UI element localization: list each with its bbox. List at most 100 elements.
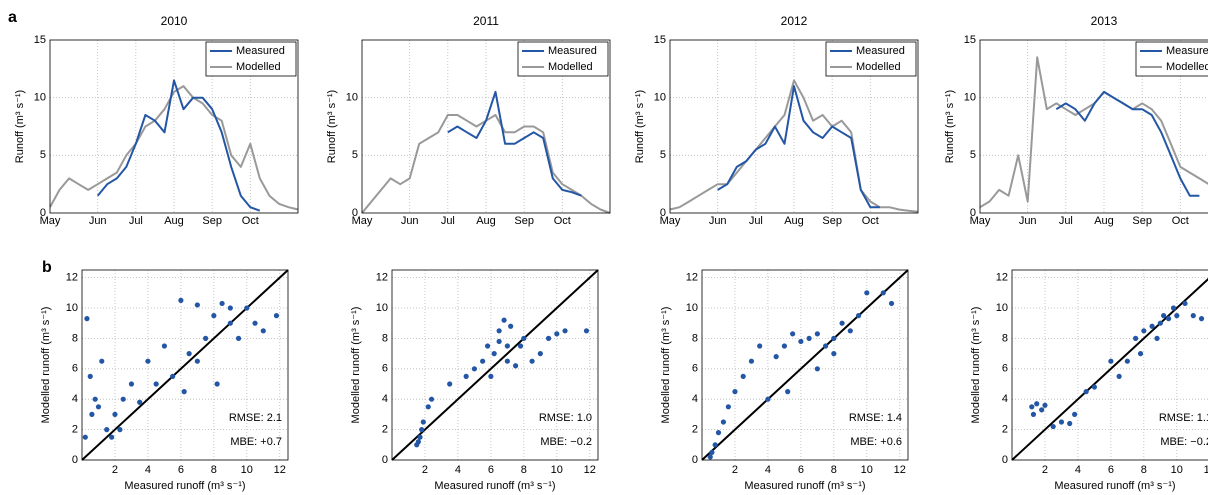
x-tick-label: 2 <box>112 464 118 476</box>
point <box>244 305 250 311</box>
point <box>219 300 225 307</box>
y-axis-label: Runoff (m³ s⁻¹) <box>14 90 26 163</box>
x-tick-label: Jul <box>1059 215 1073 227</box>
point <box>1029 404 1035 410</box>
y-tick-label: 10 <box>34 92 46 104</box>
x-tick-label: 8 <box>521 464 527 476</box>
point <box>95 404 102 410</box>
point <box>260 328 266 334</box>
x-axis-label: Measured runoff (m³ s⁻¹) <box>744 480 865 492</box>
point <box>84 316 90 322</box>
point <box>725 404 731 410</box>
point <box>1050 423 1056 430</box>
legend-label: Measured <box>236 45 285 57</box>
y-tick-label: 10 <box>66 302 78 314</box>
point <box>1072 411 1078 417</box>
x-tick-label: Aug <box>164 215 184 227</box>
x-tick-label: 12 <box>584 464 596 476</box>
y-tick-label: 4 <box>72 393 78 405</box>
point <box>1182 300 1188 307</box>
x-tick-label: Jul <box>749 215 763 227</box>
x-tick-label: 8 <box>1141 464 1147 476</box>
point <box>1124 358 1130 364</box>
x-tick-label: 8 <box>211 464 217 476</box>
point <box>1039 407 1045 413</box>
x-tick-label: 2 <box>732 464 738 476</box>
point <box>87 373 93 379</box>
series-line <box>669 79 919 213</box>
y-tick-label: 0 <box>72 454 78 466</box>
annotation: MBE: −0.2 <box>1160 436 1208 448</box>
point <box>1154 335 1160 341</box>
point <box>181 389 187 395</box>
x-tick-label: Sep <box>202 215 222 227</box>
point <box>1198 316 1205 322</box>
point <box>504 358 510 364</box>
legend-label: Measured <box>1166 45 1208 57</box>
series-line <box>49 85 299 211</box>
y-tick-label: 8 <box>692 332 698 344</box>
point <box>1067 420 1073 427</box>
legend-box <box>517 41 609 77</box>
y-tick-label: 0 <box>692 454 698 466</box>
point <box>831 335 837 341</box>
point <box>1137 351 1144 357</box>
point <box>1034 401 1040 407</box>
x-tick-label: Sep <box>822 215 842 227</box>
x-tick-label: Oct <box>554 215 571 227</box>
x-tick-label: 2 <box>1042 464 1048 476</box>
y-tick-label: 5 <box>352 149 358 161</box>
y-tick-label: 8 <box>1002 332 1008 344</box>
point <box>109 434 115 440</box>
annotation: RMSE: 1.4 <box>849 412 902 424</box>
x-tick-label: May <box>970 215 991 227</box>
point <box>491 351 497 357</box>
y-tick-label: 2 <box>72 424 78 436</box>
x-tick-label: 4 <box>765 464 771 476</box>
x-tick-label: 12 <box>894 464 906 476</box>
point <box>814 331 820 337</box>
x-tick-label: 2 <box>422 464 428 476</box>
point <box>471 366 477 372</box>
x-tick-label: Oct <box>862 215 879 227</box>
point <box>496 338 502 345</box>
y-tick-label: 2 <box>692 424 698 436</box>
point <box>415 439 421 445</box>
chart-title: 2012 <box>781 14 808 28</box>
x-axis-label: Measured runoff (m³ s⁻¹) <box>124 480 245 492</box>
y-tick-label: 10 <box>686 302 698 314</box>
y-tick-label: 12 <box>996 272 1008 284</box>
point <box>170 373 176 379</box>
point <box>855 313 862 319</box>
x-tick-label: 10 <box>1171 464 1183 476</box>
x-tick-label: 6 <box>178 464 184 476</box>
point <box>798 338 804 345</box>
y-tick-label: 12 <box>686 272 698 284</box>
chart-title: 2013 <box>1091 14 1118 28</box>
y-axis-label: Modelled runoff (m³ s⁻¹) <box>660 307 672 424</box>
y-tick-label: 6 <box>382 363 388 375</box>
point <box>428 396 435 402</box>
annotation: MBE: +0.7 <box>230 436 282 448</box>
x-tick-label: Jul <box>129 215 143 227</box>
chart-title: 2011 <box>473 14 499 28</box>
y-tick-label: 0 <box>660 207 666 219</box>
point <box>1108 358 1114 364</box>
legend-box <box>825 41 917 77</box>
y-tick-label: 4 <box>692 393 698 405</box>
point <box>732 389 738 395</box>
point <box>235 335 242 341</box>
point <box>1133 335 1139 341</box>
y-tick-label: 4 <box>382 393 388 405</box>
point <box>517 343 524 349</box>
point <box>227 320 233 326</box>
y-axis-label: Runoff (m³ s⁻¹) <box>634 90 646 163</box>
point <box>748 358 755 364</box>
y-tick-label: 10 <box>376 302 388 314</box>
x-tick-label: 4 <box>145 464 151 476</box>
point <box>504 343 510 349</box>
point <box>888 300 895 307</box>
point <box>1083 389 1089 395</box>
x-tick-label: Jun <box>709 215 727 227</box>
point <box>785 389 791 395</box>
